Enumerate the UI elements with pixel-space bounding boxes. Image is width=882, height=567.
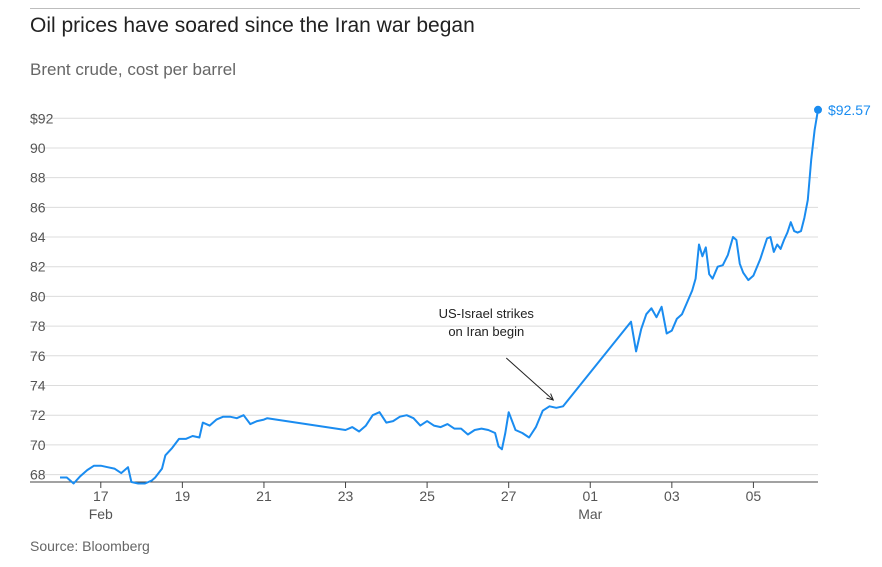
- x-tick-label: 27: [501, 488, 517, 504]
- x-axis: 17 Feb 19 21 23 25 27 01 Mar 03 05: [30, 481, 818, 522]
- y-tick-label: 80: [30, 288, 46, 304]
- annotation-arrowhead: [546, 393, 555, 401]
- y-tick-label: 72: [30, 407, 46, 423]
- x-tick-label: 03: [664, 488, 680, 504]
- x-tick-sublabel: Mar: [578, 506, 602, 522]
- gridlines: [30, 117, 818, 476]
- chart-subtitle: Brent crude, cost per barrel: [30, 60, 236, 79]
- y-tick-label: 76: [30, 348, 46, 364]
- x-tick-label: 21: [256, 488, 272, 504]
- y-tick-label: 88: [30, 170, 46, 186]
- series-line: [60, 109, 819, 485]
- y-tick-label: $92: [30, 110, 54, 126]
- end-value-label: $92.57: [828, 102, 871, 118]
- y-tick-label: 90: [30, 140, 46, 156]
- x-tick-sublabel: Feb: [89, 506, 113, 522]
- chart-title: Oil prices have soared since the Iran wa…: [30, 14, 475, 37]
- series: $92.57: [60, 102, 871, 485]
- x-tick-label: 19: [175, 488, 191, 504]
- x-tick-label: 05: [746, 488, 762, 504]
- end-point: [814, 105, 822, 114]
- y-tick-label: 84: [30, 229, 46, 245]
- y-tick-label: 86: [30, 199, 46, 215]
- top-rule: [30, 8, 860, 9]
- y-tick-label: 70: [30, 437, 46, 453]
- y-axis: 68 70 72 74 76 78 80 82 84 86 88 90 $92: [30, 110, 54, 482]
- annotation-arrow: [505, 357, 554, 401]
- y-tick-label: 74: [30, 378, 46, 394]
- x-tick-label: 25: [419, 488, 435, 504]
- annotation-text: US-Israel strikes: [439, 306, 535, 321]
- annotations: US-Israel strikes on Iran begin: [439, 306, 555, 401]
- y-tick-label: 68: [30, 467, 46, 483]
- source-note: Source: Bloomberg: [30, 538, 150, 554]
- x-tick-label: 17: [93, 488, 109, 504]
- y-tick-label: 78: [30, 318, 46, 334]
- x-tick-label: 01: [582, 488, 598, 504]
- annotation-text: on Iran begin: [448, 324, 524, 339]
- x-tick-label: 23: [338, 488, 354, 504]
- y-tick-label: 82: [30, 259, 46, 275]
